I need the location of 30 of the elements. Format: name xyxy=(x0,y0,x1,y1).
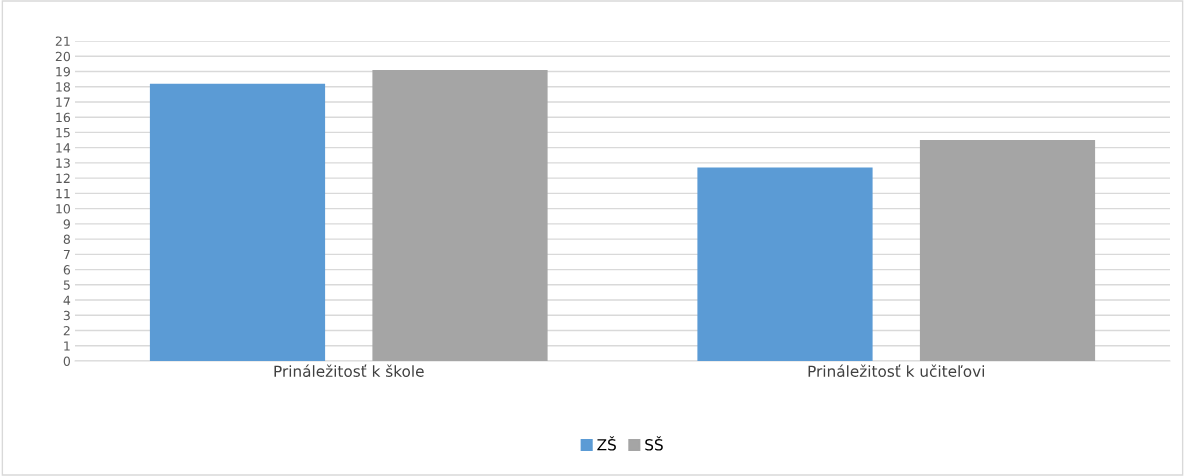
y-tick-label: 11 xyxy=(56,189,70,199)
y-tick-label: 18 xyxy=(56,82,70,92)
bar xyxy=(372,69,548,361)
y-tick-label: 6 xyxy=(63,265,71,275)
y-tick-label: 17 xyxy=(56,97,70,107)
y-tick-label: 9 xyxy=(63,219,70,229)
y-tick-label: 20 xyxy=(55,51,70,62)
y-tick-label: 4 xyxy=(63,295,71,305)
bar xyxy=(149,83,326,361)
legend-label: SŠ xyxy=(645,436,663,451)
y-tick-label: 5 xyxy=(63,280,70,290)
y-tick-label: 1 xyxy=(64,341,70,351)
y-tick-label: 10 xyxy=(56,204,70,214)
y-tick-label: 14 xyxy=(56,143,71,153)
y-tick-label: 2 xyxy=(63,326,70,336)
bar xyxy=(697,167,873,361)
y-tick-label: 16 xyxy=(56,112,71,123)
y-tick-label: 15 xyxy=(56,128,70,138)
y-tick-label: 7 xyxy=(63,249,70,260)
y-tick-label: 8 xyxy=(63,234,70,245)
y-tick-label: 3 xyxy=(63,310,70,321)
x-tick-label: Prináležitosť k učiteľovi xyxy=(808,364,984,377)
legend-label: ZŠ xyxy=(597,436,616,451)
y-tick-label: 21 xyxy=(55,36,70,46)
y-tick-label: 13 xyxy=(56,158,70,168)
y-tick-label: 0 xyxy=(63,356,70,366)
y-tick-label: 12 xyxy=(56,173,70,183)
bar xyxy=(919,140,1096,361)
x-tick-label: Prináležitosť k škole xyxy=(274,364,424,377)
y-tick-label: 19 xyxy=(56,66,70,77)
